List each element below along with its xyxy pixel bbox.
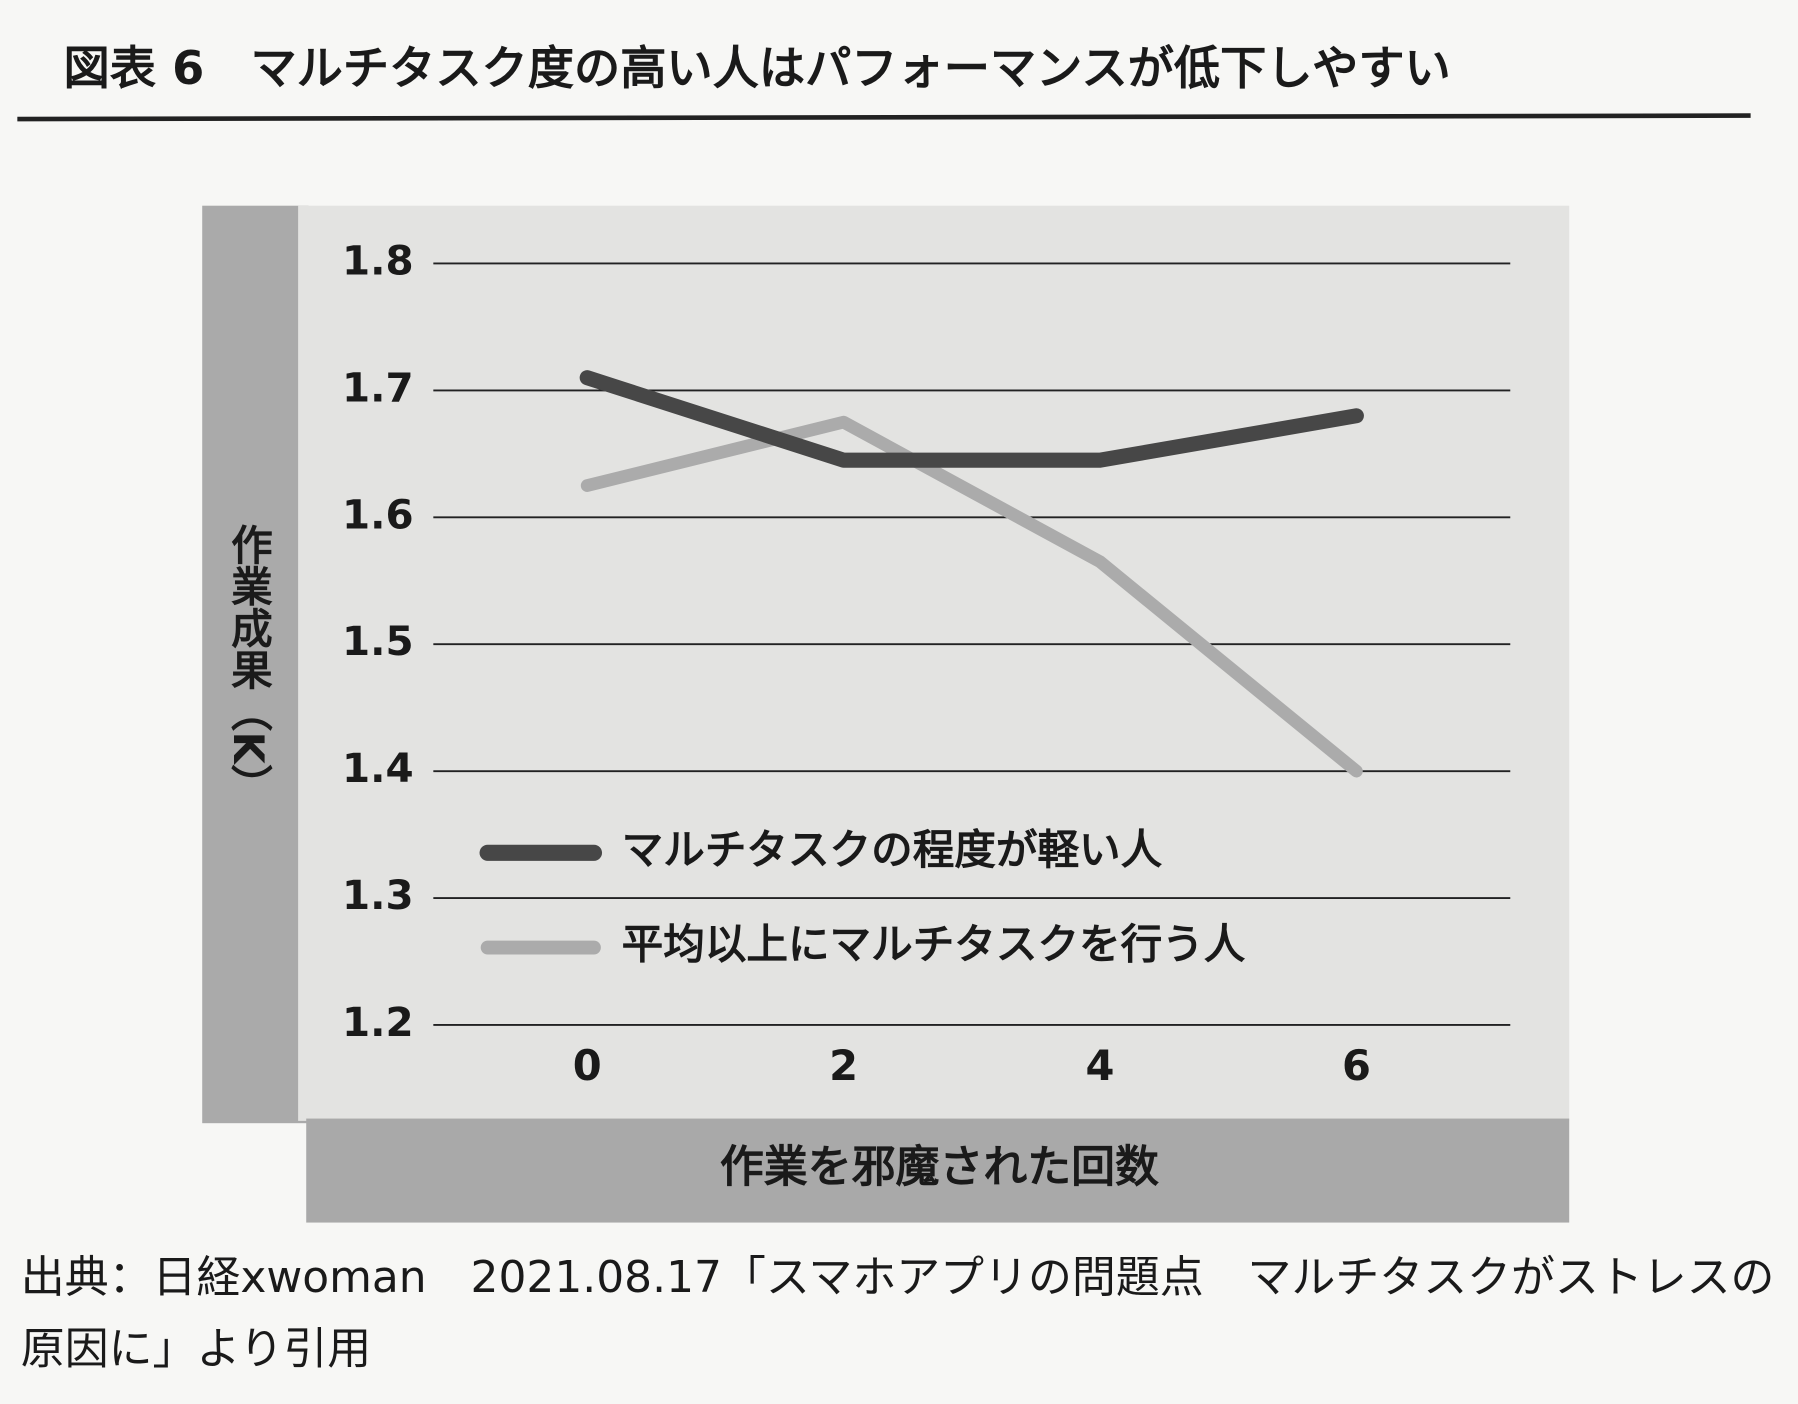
x-tick-label: 4 [1086, 1041, 1115, 1090]
y-tick-label: 1.5 [342, 617, 414, 665]
x-label-panel [306, 1118, 1570, 1223]
source-note: 出典：日経xwoman 2021.08.17「スマホアプリの問題点 マルチタスク… [20, 1251, 1775, 1374]
y-tick-label: 1.7 [342, 363, 414, 411]
y-label-panel [202, 205, 309, 1124]
y-tick-label: 1.6 [342, 490, 414, 538]
y-tick-label: 1.4 [342, 744, 414, 792]
y-tick-label: 1.8 [342, 236, 414, 284]
y-tick-label: 1.2 [342, 998, 414, 1046]
data-line [579, 370, 1364, 468]
x-tick-label: 6 [1342, 1041, 1371, 1090]
y-tick-label: 1.3 [342, 871, 414, 919]
legend-label: マルチタスクの程度が軽い人 [622, 825, 1163, 874]
data-line [580, 415, 1363, 778]
x-tick-label: 2 [829, 1041, 858, 1090]
source-box: 出典：日経xwoman 2021.08.17「スマホアプリの問題点 マルチタスク… [20, 1251, 1775, 1374]
title-rule [17, 113, 1751, 122]
x-tick-label: 0 [573, 1041, 602, 1090]
x-axis-label: 作業を邪魔された回数 [720, 1141, 1159, 1192]
chart-title: 図表 6 マルチタスク度の高い人はパフォーマンスが低下しやすい [64, 41, 1451, 95]
plot-background [298, 205, 1570, 1121]
y-axis-label: 作業成果（K） [224, 523, 273, 805]
legend-label: 平均以上にマルチタスクを行う人 [622, 920, 1246, 969]
